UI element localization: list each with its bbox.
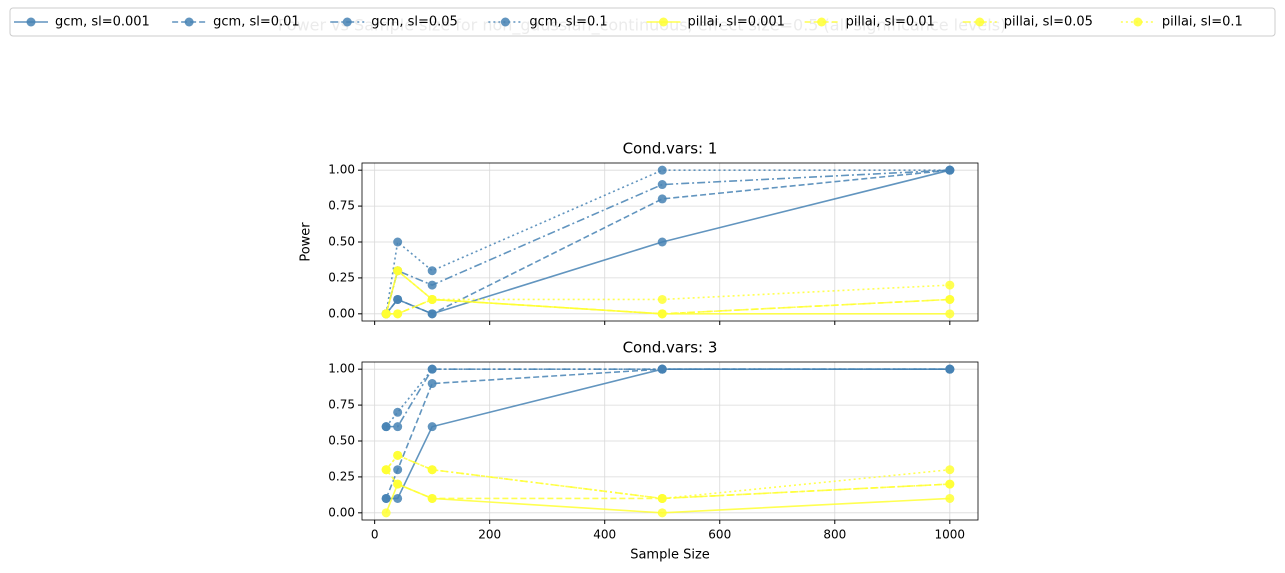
x-axis-label: Sample Size	[630, 548, 710, 563]
marker	[393, 422, 403, 432]
series-line	[385, 269, 950, 315]
marker	[945, 280, 955, 290]
legend-marker	[184, 17, 194, 27]
y-tick-label: 0.00	[328, 505, 355, 519]
marker	[427, 266, 437, 276]
marker	[657, 364, 667, 374]
marker	[945, 294, 955, 304]
legend-marker	[817, 17, 827, 27]
y-tick-label: 0.50	[328, 434, 355, 448]
series-line	[386, 368, 950, 500]
legend-item: pillai, sl=0.001	[646, 15, 785, 30]
marker	[427, 294, 437, 304]
marker	[393, 294, 403, 304]
y-tick-label: 0.00	[328, 306, 355, 320]
x-tick-label: 1000	[935, 528, 966, 542]
marker	[427, 309, 437, 319]
legend-marker	[500, 17, 510, 27]
legend-label: gcm, sl=0.01	[213, 15, 300, 30]
legend-marker	[26, 17, 36, 27]
legend-item: pillai, sl=0.01	[804, 15, 935, 30]
axes-frame	[361, 361, 979, 521]
marker	[381, 493, 391, 503]
marker	[427, 465, 437, 475]
marker	[381, 465, 391, 475]
axes-title: Cond.vars: 1	[623, 140, 718, 158]
y-tick-label: 0.75	[328, 199, 355, 213]
marker	[945, 493, 955, 503]
legend-marker	[342, 17, 352, 27]
marker	[657, 180, 667, 190]
marker	[427, 493, 437, 503]
marker	[945, 479, 955, 489]
marker	[945, 309, 955, 319]
marker	[393, 493, 403, 503]
legend-item: pillai, sl=0.05	[962, 15, 1093, 30]
marker	[945, 364, 955, 374]
series-line	[386, 368, 950, 428]
legend-label: pillai, sl=0.05	[1004, 15, 1093, 30]
marker	[381, 422, 391, 432]
marker	[657, 165, 667, 175]
legend-label: gcm, sl=0.1	[529, 15, 607, 30]
series-line	[385, 269, 950, 315]
axes-frame	[361, 162, 979, 322]
marker	[945, 465, 955, 475]
x-tick-label: 600	[708, 528, 731, 542]
x-tick-label: 800	[823, 528, 846, 542]
x-tick-label: 400	[593, 528, 616, 542]
marker	[393, 407, 403, 417]
y-tick-label: 1.00	[328, 362, 355, 376]
y-tick-label: 0.25	[328, 270, 355, 284]
marker	[393, 450, 403, 460]
legend-label: gcm, sl=0.001	[55, 15, 150, 30]
marker	[657, 508, 667, 518]
y-tick-label: 0.50	[328, 235, 355, 249]
y-tick-label: 1.00	[328, 163, 355, 177]
x-tick-label: 0	[371, 528, 379, 542]
legend-box	[9, 7, 1276, 37]
series-line	[386, 298, 950, 315]
marker	[393, 237, 403, 247]
legend-label: gcm, sl=0.05	[371, 15, 458, 30]
legend-item: gcm, sl=0.01	[172, 15, 300, 30]
legend-label: pillai, sl=0.01	[846, 15, 935, 30]
x-tick-label: 200	[478, 528, 501, 542]
legend-marker	[659, 17, 668, 27]
marker	[427, 280, 437, 290]
marker	[657, 309, 667, 319]
legend-marker	[975, 17, 985, 27]
marker	[393, 309, 403, 319]
marker	[657, 194, 667, 204]
series-line	[385, 469, 950, 500]
legend-label: pillai, sl=0.1	[1162, 15, 1243, 30]
marker	[427, 422, 437, 432]
marker	[657, 493, 667, 503]
axes-title: Cond.vars: 3	[623, 339, 718, 357]
legend-item: gcm, sl=0.001	[14, 15, 150, 30]
marker	[427, 379, 437, 389]
legend-item: gcm, sl=0.1	[488, 15, 608, 30]
series-line	[385, 368, 950, 499]
series-line	[385, 368, 950, 428]
marker	[393, 266, 403, 276]
marker	[381, 508, 391, 518]
legend-item: pillai, sl=0.1	[1120, 15, 1243, 30]
marker	[381, 309, 391, 319]
marker	[427, 364, 437, 374]
marker	[393, 465, 403, 475]
y-axis-label: Power	[299, 222, 314, 262]
y-tick-label: 0.75	[328, 398, 355, 412]
y-tick-label: 0.25	[328, 469, 355, 483]
legend-item: gcm, sl=0.05	[330, 15, 458, 30]
marker	[657, 237, 667, 247]
marker	[657, 294, 667, 304]
legend-marker	[1133, 17, 1143, 27]
legend-label: pillai, sl=0.001	[688, 15, 785, 30]
marker	[393, 479, 403, 489]
marker	[945, 165, 955, 175]
